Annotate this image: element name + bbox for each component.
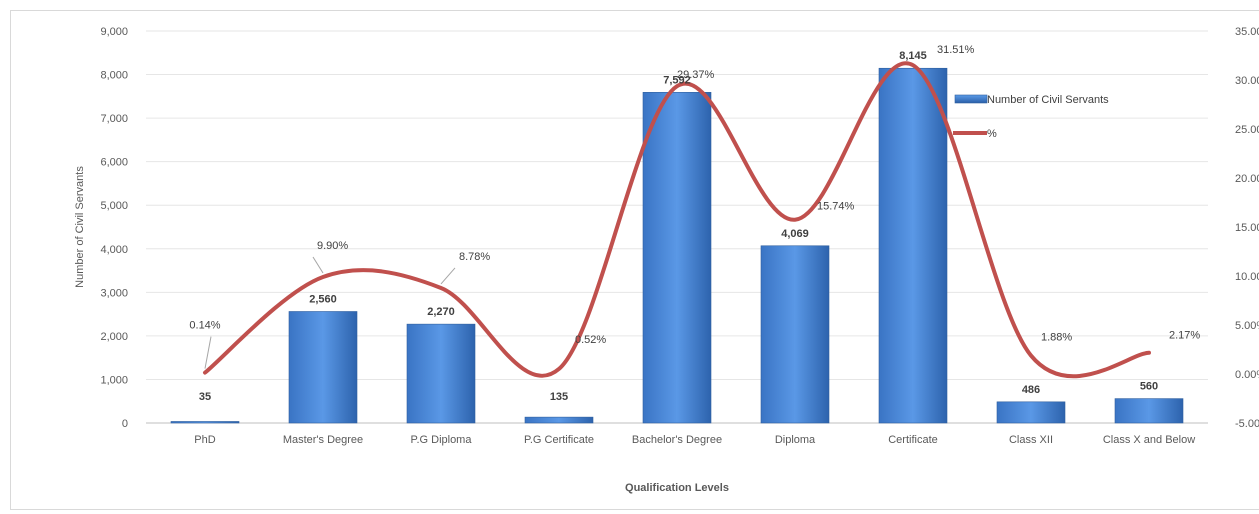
combo-chart: 0 1,000 2,000 3,000 4,000 5,000 6,000 7,000 8,00… (74, 26, 1259, 494)
percent-label: 29.37% (677, 69, 715, 81)
bar (170, 421, 240, 424)
bar-value-label: 4,069 (781, 228, 809, 240)
bar-value-label: 135 (550, 391, 568, 403)
percent-label: 31.51% (937, 44, 975, 56)
percent-label: 9.90% (317, 240, 348, 252)
bar (524, 416, 594, 424)
y-tick-label: 3,000 (100, 287, 128, 299)
chart-frame: 0 1,000 2,000 3,000 4,000 5,000 6,000 7,000 8,00… (10, 10, 1259, 510)
bar (878, 67, 948, 424)
bar-series (170, 67, 1184, 424)
legend-label-line: % (987, 128, 997, 140)
y-axis-left: 0 1,000 2,000 3,000 4,000 5,000 6,000 7,000 8,00… (100, 26, 128, 430)
bar-value-label: 8,145 (899, 50, 927, 62)
bar-value-label: 560 (1140, 381, 1158, 393)
category-label: Class XII (1009, 434, 1053, 446)
category-label: Class X and Below (1103, 434, 1195, 446)
y-tick-label: 7,000 (100, 113, 128, 125)
y2-tick-label: 5.00% (1235, 320, 1259, 332)
category-label: Certificate (888, 434, 938, 446)
x-axis-title: Qualification Levels (625, 482, 729, 494)
y-tick-label: 8,000 (100, 70, 128, 82)
category-label: P.G Certificate (524, 434, 594, 446)
x-axis-categories: PhD Master's Degree P.G Diploma P.G Certifi… (194, 434, 1195, 446)
legend-item-bars: Number of Civil Servants (954, 94, 1109, 106)
category-label: PhD (194, 434, 215, 446)
percent-label: 0.14% (189, 320, 220, 332)
leader-line (204, 336, 212, 369)
y2-tick-label: 35.00% (1235, 26, 1259, 38)
y2-tick-label: 20.00% (1235, 173, 1259, 185)
percent-label: 15.74% (817, 201, 855, 213)
percent-label: 8.78% (459, 251, 490, 263)
y2-tick-label: 25.00% (1235, 124, 1259, 136)
y-tick-label: 0 (122, 418, 128, 430)
y-axis-right: -5.00% 0.00% 5.00% 10.00% 15.00% 20.00% 25.00%… (1235, 26, 1259, 430)
legend: Number of Civil Servants % (953, 94, 1109, 140)
y-tick-label: 6,000 (100, 157, 128, 169)
percent-label: 2.17% (1169, 330, 1200, 342)
bar (996, 401, 1066, 424)
y-tick-label: 2,000 (100, 331, 128, 343)
bar (288, 311, 358, 424)
bar (1114, 398, 1184, 424)
bar-value-label: 2,270 (427, 306, 455, 318)
bar-value-label: 7,592 (663, 74, 691, 86)
bar-data-labels: 35 2,560 2,270 135 7,592 4,069 8,145 486 560 (199, 50, 1158, 403)
bar-value-label: 486 (1022, 384, 1040, 396)
y-axis-title: Number of Civil Servants (74, 166, 86, 288)
legend-item-line: % (953, 128, 997, 140)
y2-tick-label: 30.00% (1235, 75, 1259, 87)
legend-swatch-bars (954, 94, 988, 104)
line-series (203, 61, 1151, 379)
category-label: Diploma (775, 434, 816, 446)
category-label: P.G Diploma (411, 434, 473, 446)
y2-tick-label: 15.00% (1235, 222, 1259, 234)
y2-tick-label: 0.00% (1235, 369, 1259, 381)
bar-value-label: 2,560 (309, 293, 337, 305)
percent-line (203, 61, 1151, 379)
y-tick-label: 5,000 (100, 200, 128, 212)
y2-tick-label: -5.00% (1235, 418, 1259, 430)
bar (760, 245, 830, 424)
y-tick-label: 1,000 (100, 374, 128, 386)
leader-line (312, 256, 324, 274)
leader-line (440, 267, 456, 285)
category-label: Master's Degree (283, 434, 363, 446)
percent-label: 1.88% (1041, 332, 1072, 344)
line-data-labels: 0.14% 9.90% 8.78% 0.52% 29.37% 15.74% 31.51% 1.… (189, 44, 1200, 369)
legend-label-bars: Number of Civil Servants (987, 94, 1109, 106)
y-tick-label: 9,000 (100, 26, 128, 38)
bar-value-label: 35 (199, 391, 211, 403)
bar (642, 92, 712, 424)
y2-tick-label: 10.00% (1235, 271, 1259, 283)
bar (406, 323, 476, 424)
percent-label: 0.52% (575, 334, 606, 346)
category-label: Bachelor's Degree (632, 434, 722, 446)
y-tick-label: 4,000 (100, 244, 128, 256)
